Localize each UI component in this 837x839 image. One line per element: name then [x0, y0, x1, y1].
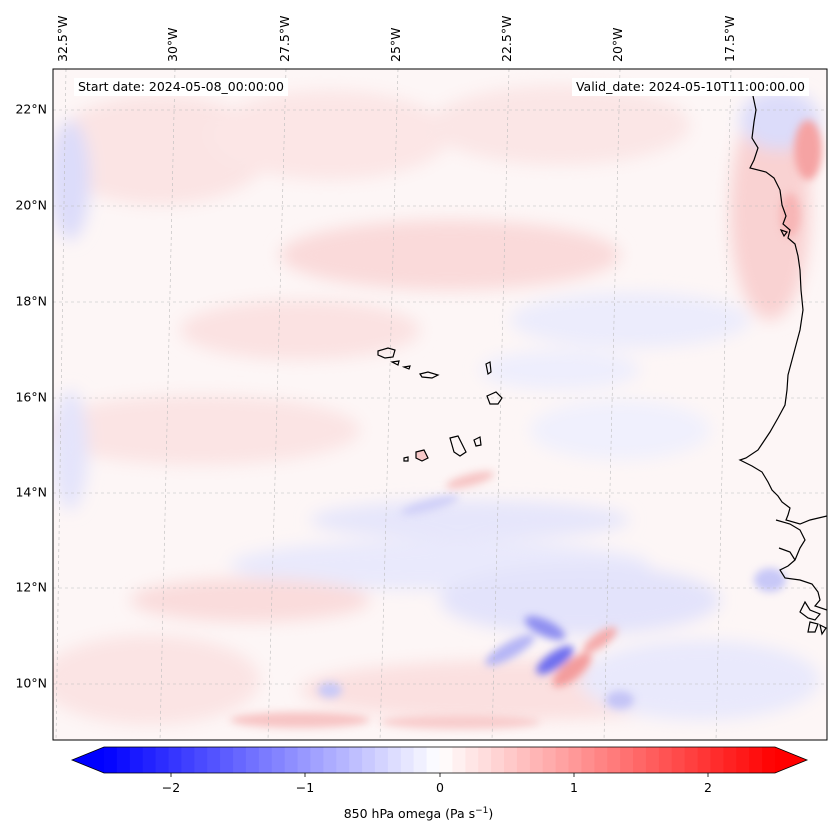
lon-label: 30°W [165, 27, 180, 62]
lat-label: 20°N [15, 198, 47, 213]
lat-label: 18°N [15, 294, 47, 309]
colorbar-cell [258, 747, 273, 773]
colorbar-outline [70, 746, 809, 774]
coastlines [377, 95, 827, 636]
longitude-axis: 32.5°W 30°W 27.5°W 25°W 22.5°W 20°W 17.5… [55, 16, 737, 62]
colorbar-cell [504, 747, 518, 773]
cape-verde-santo-antao [377, 347, 396, 359]
colorbar-tick-label: 2 [704, 780, 712, 795]
colorbar-label-text: 850 hPa omega (Pa s [343, 806, 476, 822]
colorbar-cell [400, 747, 415, 773]
colorbar-cell [762, 747, 776, 773]
colorbar-cell [684, 747, 699, 773]
colorbar-cell [478, 747, 492, 773]
colorbar-cell [594, 747, 608, 773]
colorbar-cell [568, 747, 583, 773]
colorbar-cell [181, 747, 195, 773]
colorbar-cells [104, 747, 776, 773]
colorbar-cell [529, 747, 544, 773]
colorbar-cell [723, 747, 737, 773]
colorbar-cell [426, 747, 441, 773]
colorbar-tick-label: −2 [162, 780, 180, 795]
colorbar-cell [374, 747, 389, 773]
colorbar-cell [749, 747, 763, 773]
colorbar-cell [194, 747, 208, 773]
colorbar-cell [142, 747, 157, 773]
lat-label: 10°N [15, 676, 47, 691]
colorbar-cell [671, 747, 686, 773]
colorbar-cell [387, 747, 402, 773]
colorbar-low-extend [72, 747, 104, 773]
lon-label: 27.5°W [277, 16, 292, 62]
colorbar-tick-label: −1 [296, 780, 314, 795]
lon-label: 25°W [388, 27, 403, 62]
colorbar-cell [271, 747, 286, 773]
colorbar-cell [336, 747, 350, 773]
valid-date-label: Valid_date: 2024-05-10T11:00:00.00 [571, 78, 809, 96]
colorbar-cell [129, 747, 144, 773]
colorbar-cell [633, 747, 647, 773]
lat-label: 16°N [15, 390, 47, 405]
cape-verde-boa-vista [486, 391, 503, 405]
colorbar-cell [284, 747, 299, 773]
colorbar-label-close: ) [488, 806, 494, 822]
colorbar-cell [155, 747, 170, 773]
colorbar-cell [452, 747, 466, 773]
colorbar-cell [581, 747, 595, 773]
graticule [53, 69, 827, 740]
colorbar-label-exponent: −1 [475, 806, 489, 816]
colorbar-cell [645, 747, 660, 773]
colorbar-cell [349, 747, 363, 773]
lon-label: 22.5°W [499, 16, 514, 62]
colorbar-cell [362, 747, 376, 773]
colorbar-cell [310, 747, 324, 773]
omega-field [53, 85, 822, 729]
colorbar-cell [439, 747, 453, 773]
lat-label: 14°N [15, 485, 47, 500]
colorbar-cell [104, 747, 118, 773]
colorbar-cell [413, 747, 428, 773]
africa-coastline [738, 95, 827, 525]
colorbar-cell [555, 747, 570, 773]
lat-label: 12°N [15, 580, 47, 595]
colorbar-cell [116, 747, 131, 773]
lon-label: 20°W [610, 27, 625, 62]
colorbar-label: 850 hPa omega (Pa s−1) [0, 806, 837, 821]
colorbar-cell [620, 747, 634, 773]
colorbar-cell [207, 747, 221, 773]
colorbar-cell [516, 747, 531, 773]
colorbar-cell [710, 747, 724, 773]
colorbar: −2 −1 0 1 2 [70, 746, 809, 795]
colorbar-cell [736, 747, 750, 773]
lon-label: 32.5°W [55, 16, 70, 62]
colorbar-cell [233, 747, 247, 773]
colorbar-cell [245, 747, 260, 773]
colorbar-cell [465, 747, 479, 773]
colorbar-tick-label: 0 [436, 780, 444, 795]
latitude-axis: 22°N 20°N 18°N 16°N 14°N 12°N 10°N [15, 102, 47, 691]
colorbar-cell [697, 747, 712, 773]
map-frame [52, 68, 828, 741]
colorbar-cell [220, 747, 234, 773]
colorbar-cell [542, 747, 557, 773]
start-date-label: Start date: 2024-05-08_00:00:00 [74, 78, 288, 96]
colorbar-cell [323, 747, 337, 773]
colorbar-cell [168, 747, 183, 773]
lon-label: 17.5°W [722, 16, 737, 62]
colorbar-cell [491, 747, 505, 773]
lat-label: 22°N [15, 102, 47, 117]
colorbar-ticks [170, 773, 709, 777]
colorbar-cell [658, 747, 673, 773]
colorbar-cell [607, 747, 621, 773]
colorbar-cell [297, 747, 312, 773]
colorbar-high-extend [775, 747, 807, 773]
colorbar-tick-label: 1 [570, 780, 578, 795]
cape-verde-santiago [449, 435, 467, 457]
